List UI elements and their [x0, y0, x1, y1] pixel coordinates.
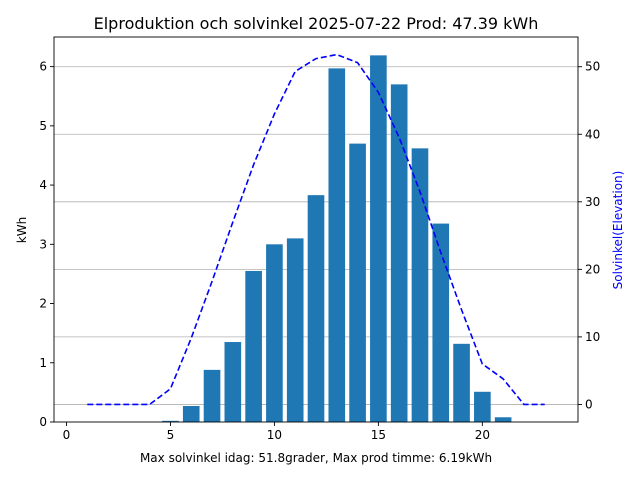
x-tick-label: 15 — [371, 428, 386, 442]
elevation-line — [87, 53, 545, 406]
bar — [494, 417, 512, 422]
chart-title: Elproduktion och solvinkel 2025-07-22 Pr… — [94, 14, 539, 33]
y2-tick-label: 10 — [585, 330, 600, 344]
bar — [162, 420, 179, 422]
bar — [349, 143, 366, 422]
bar — [432, 223, 450, 422]
bar — [370, 55, 387, 422]
x-tick-label: 5 — [167, 428, 175, 442]
y2-tick-label: 40 — [585, 127, 600, 141]
x-tick-label: 10 — [267, 428, 282, 442]
bar — [182, 406, 200, 422]
y2-tick-label: 0 — [585, 397, 593, 411]
bar — [411, 148, 429, 422]
y-tick-label: 5 — [39, 119, 47, 133]
bar — [474, 391, 491, 422]
y2-tick-label: 50 — [585, 60, 600, 74]
plot-area: 0 5 10 15 20 0 1 2 3 4 5 6 0 10 20 30 40 50 — [39, 36, 600, 442]
y-tick-label: 1 — [39, 356, 47, 370]
bar — [390, 84, 408, 422]
y2-axis-label: Solvinkel(Elevation) — [611, 171, 625, 290]
bar — [245, 270, 262, 422]
y-axis-label: kWh — [15, 217, 29, 243]
y2-tick-label: 20 — [585, 262, 600, 276]
bar — [328, 68, 346, 423]
x-axis-label: Max solvinkel idag: 51.8grader, Max prod… — [140, 451, 492, 465]
bar — [266, 244, 283, 422]
y2-tick-label: 30 — [585, 195, 600, 209]
bar — [286, 238, 304, 422]
bar — [307, 195, 325, 422]
y-tick-label: 0 — [39, 415, 47, 429]
y-tick-label: 2 — [39, 297, 47, 311]
bar — [224, 342, 242, 422]
bar — [453, 343, 470, 422]
y-tick-label: 6 — [39, 60, 47, 74]
y-tick-label: 4 — [39, 178, 47, 192]
y-tick-label: 3 — [39, 237, 47, 251]
bar — [203, 369, 221, 422]
plot-frame — [53, 36, 579, 423]
x-tick-label: 20 — [475, 428, 490, 442]
x-tick-label: 0 — [63, 428, 71, 442]
